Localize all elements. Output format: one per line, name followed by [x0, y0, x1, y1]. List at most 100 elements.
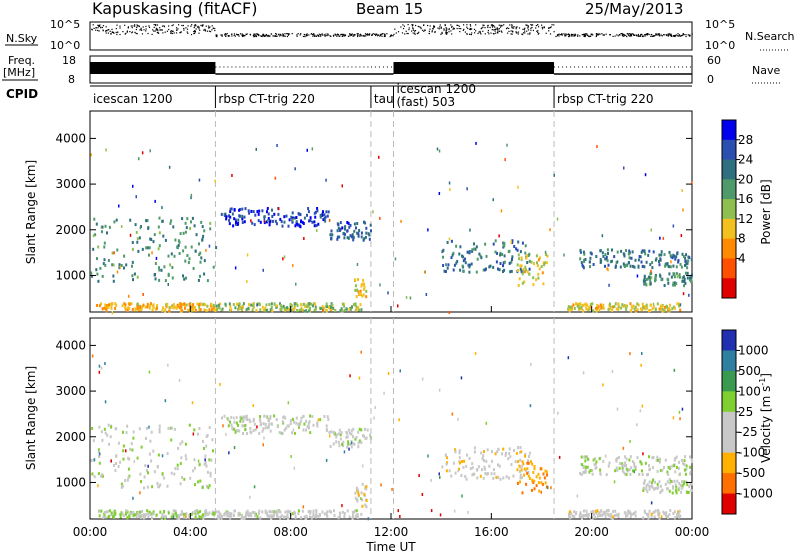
nsky-point: [549, 33, 552, 35]
data-cell: [128, 294, 130, 298]
nave-tick-bottom: 0: [707, 73, 714, 86]
data-cell: [345, 307, 348, 311]
data-cell: [171, 266, 174, 269]
nsky-point: [688, 35, 690, 37]
data-cell: [234, 509, 236, 513]
nsky-point: [252, 34, 254, 37]
nsky-point: [343, 33, 345, 35]
nsky-point: [324, 35, 326, 37]
nsky-point: [140, 27, 142, 29]
data-cell: [263, 436, 265, 440]
data-cell: [537, 472, 540, 476]
nsky-point: [350, 34, 352, 36]
data-cell: [661, 304, 663, 308]
data-cell: [362, 434, 364, 438]
nsky-point: [491, 24, 493, 26]
nsky-point: [479, 32, 481, 34]
nsky-point: [349, 33, 351, 35]
data-cell: [448, 181, 451, 185]
data-cell: [636, 423, 638, 427]
data-cell: [645, 260, 648, 264]
nsky-point: [518, 27, 521, 29]
data-cell: [192, 303, 195, 307]
nsky-point: [181, 24, 183, 27]
data-cell: [131, 241, 134, 244]
nsky-point: [374, 33, 376, 35]
nsky-point: [481, 27, 483, 29]
data-cell: [95, 268, 98, 272]
data-cell: [438, 192, 441, 195]
nsky-point: [511, 27, 513, 29]
data-cell: [594, 307, 597, 310]
data-cell: [625, 263, 628, 267]
data-cell: [641, 308, 643, 312]
data-cell: [683, 280, 686, 283]
data-cell: [579, 472, 582, 475]
data-cell: [496, 450, 499, 454]
data-cell: [270, 516, 273, 520]
data-cell: [294, 515, 297, 519]
nsky-point: [511, 31, 514, 33]
data-cell: [533, 467, 536, 471]
nsky-point: [327, 33, 329, 35]
data-cell: [654, 276, 657, 280]
x-tick-label: 08:00: [273, 525, 308, 539]
data-cell: [279, 217, 282, 221]
data-cell: [674, 281, 676, 285]
data-cell: [239, 415, 242, 419]
data-cell: [526, 467, 529, 471]
data-cell: [337, 226, 340, 230]
data-cell: [152, 240, 155, 244]
data-cell: [483, 465, 486, 469]
nsky-point: [106, 30, 108, 32]
nsky-point: [551, 24, 553, 26]
data-cell: [150, 430, 153, 434]
data-cell: [527, 459, 529, 463]
nsky-point: [371, 34, 373, 36]
data-cell: [676, 275, 679, 279]
nsky-point: [126, 31, 128, 33]
data-cell: [170, 219, 173, 223]
data-cell: [584, 302, 587, 306]
data-cell: [604, 257, 607, 261]
data-cell: [659, 304, 662, 308]
data-cell: [112, 512, 115, 516]
data-cell: [687, 259, 690, 263]
data-cell: [149, 513, 152, 516]
nsky-point: [154, 30, 156, 32]
data-cell: [497, 475, 500, 479]
data-cell: [176, 463, 179, 467]
data-cell: [101, 225, 104, 229]
data-cell: [190, 307, 193, 311]
data-cell: [535, 475, 538, 479]
data-cell: [544, 481, 547, 485]
data-cell: [325, 305, 328, 308]
data-cell: [598, 308, 601, 312]
nsky-point: [629, 35, 631, 37]
data-cell: [612, 509, 615, 513]
nsky-point: [364, 33, 367, 35]
nsky-point: [115, 31, 117, 34]
data-cell: [643, 279, 645, 283]
data-cell: [683, 284, 686, 288]
data-cell: [141, 247, 144, 251]
nsky-point: [586, 33, 588, 35]
nsky-point: [100, 27, 102, 29]
data-cell: [167, 426, 170, 430]
data-cell: [309, 219, 312, 222]
data-cell: [594, 515, 597, 519]
data-cell: [187, 261, 190, 265]
nsky-point: [450, 24, 452, 26]
data-cell: [443, 269, 446, 273]
velocity-colorbar-label-end: ]: [759, 373, 773, 378]
data-cell: [228, 218, 231, 222]
data-cell: [275, 222, 278, 226]
data-cell: [257, 212, 260, 216]
data-cell: [98, 364, 101, 368]
data-cell: [642, 306, 645, 310]
data-cell: [348, 308, 351, 311]
data-cell: [518, 257, 520, 261]
data-cell: [284, 510, 287, 514]
nsky-point: [510, 33, 512, 35]
